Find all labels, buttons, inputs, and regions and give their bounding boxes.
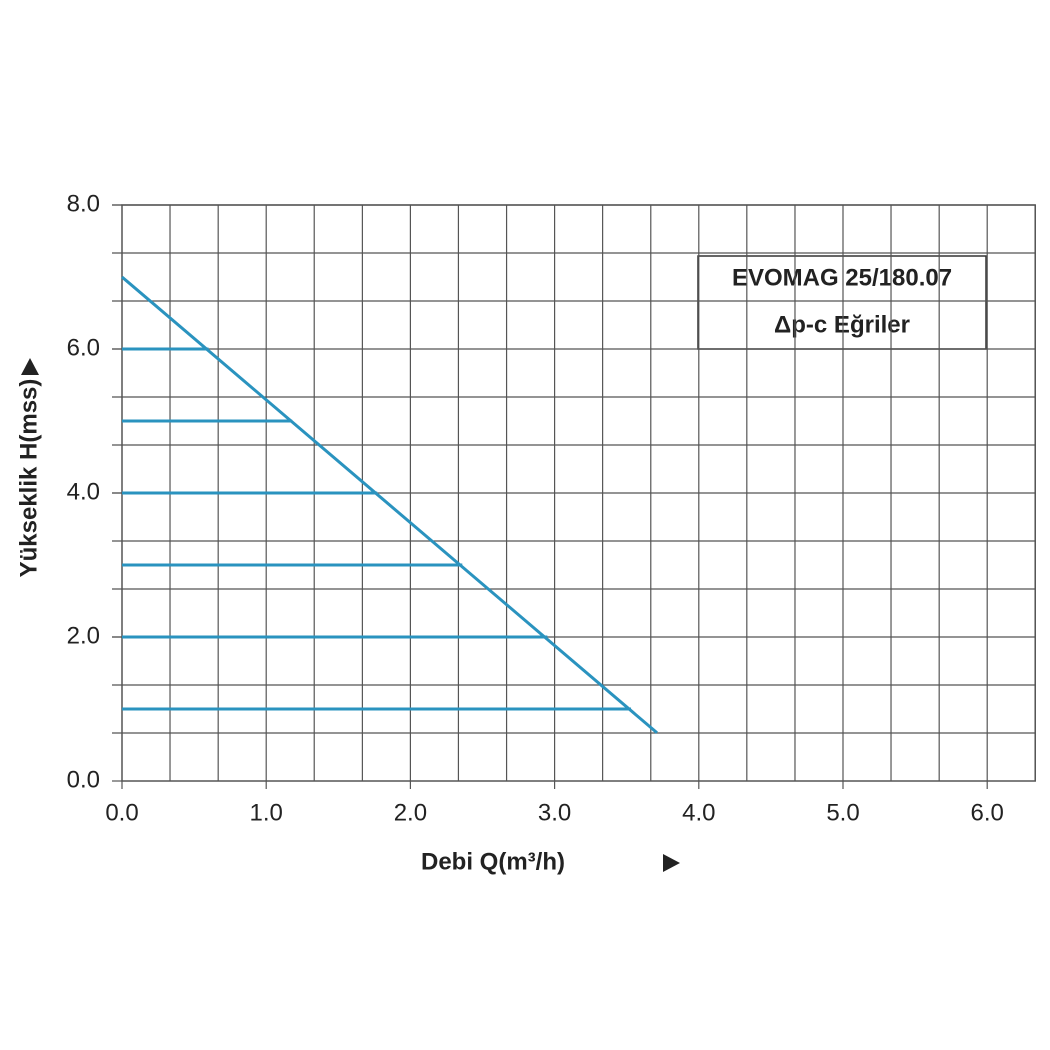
x-axis-label: Debi Q(m³/h) [421,848,565,875]
y-tick-label: 8.0 [67,190,100,217]
y-tick-label: 6.0 [67,334,100,361]
y-tick-label: 0.0 [67,766,100,793]
curve [121,275,658,734]
y-tick-label: 4.0 [67,478,100,505]
title-box [697,255,987,350]
x-tick-label: 2.0 [394,799,427,826]
chart-title: EVOMAG 25/180.07 [732,264,952,291]
x-tick-label: 5.0 [826,799,859,826]
x-tick-label: 4.0 [682,799,715,826]
x-tick-label: 0.0 [105,799,138,826]
x-arrow [663,854,680,872]
x-tick-label: 3.0 [538,799,571,826]
y-axis-label: Yükseklik H(mss) [15,379,42,578]
x-tick-label: 1.0 [250,799,283,826]
y-tick-label: 2.0 [67,622,100,649]
y-arrow [21,358,39,375]
x-tick-label: 6.0 [971,799,1004,826]
chart-subtitle: Δp-c Eğriler [774,311,910,338]
